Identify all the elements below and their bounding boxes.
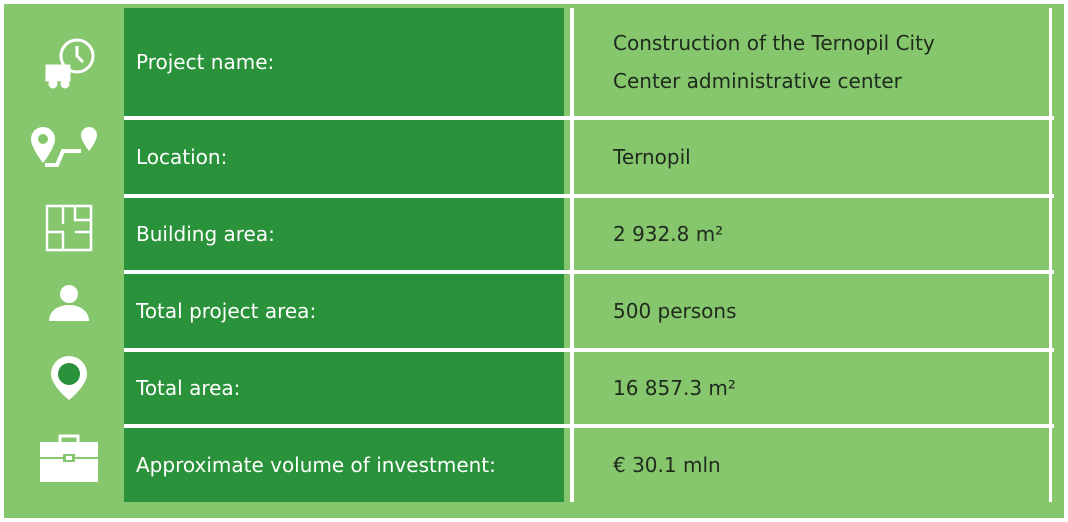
row-value-cell: € 30.1 mln: [570, 428, 1052, 502]
row-label: Total project area:: [124, 274, 564, 348]
row-value-cell: 16 857.3 m²: [570, 352, 1052, 424]
person-icon: [24, 278, 114, 328]
pin-icon: [24, 350, 114, 406]
row-value: 500 persons: [613, 299, 737, 323]
row-separator: [124, 424, 1054, 428]
floorplan-icon: [24, 200, 114, 256]
route-icon: [24, 122, 114, 178]
row-value-cell: Construction of the Ternopil City Center…: [570, 8, 1052, 116]
delivery-icon: [24, 34, 114, 94]
row-value: Construction of the Ternopil City Center…: [613, 31, 935, 93]
row-value: € 30.1 mln: [613, 453, 721, 477]
row-value: 16 857.3 m²: [613, 376, 736, 400]
row-value-cell: 500 persons: [570, 274, 1052, 348]
row-value-cell: Ternopil: [570, 120, 1052, 194]
row-label: Total area:: [124, 352, 564, 424]
row-value: Ternopil: [613, 145, 691, 169]
row-label: Project name:: [124, 8, 564, 116]
row-label: Location:: [124, 120, 564, 194]
row-separator: [124, 194, 1054, 198]
row-separator: [124, 348, 1054, 352]
row-value: 2 932.8 m²: [613, 222, 724, 246]
row-separator: [124, 270, 1054, 274]
briefcase-icon: [24, 428, 114, 488]
row-separator: [124, 116, 1054, 120]
row-value-cell: 2 932.8 m²: [570, 198, 1052, 270]
row-label: Approximate volume of investment:: [124, 428, 564, 502]
row-label: Building area:: [124, 198, 564, 270]
